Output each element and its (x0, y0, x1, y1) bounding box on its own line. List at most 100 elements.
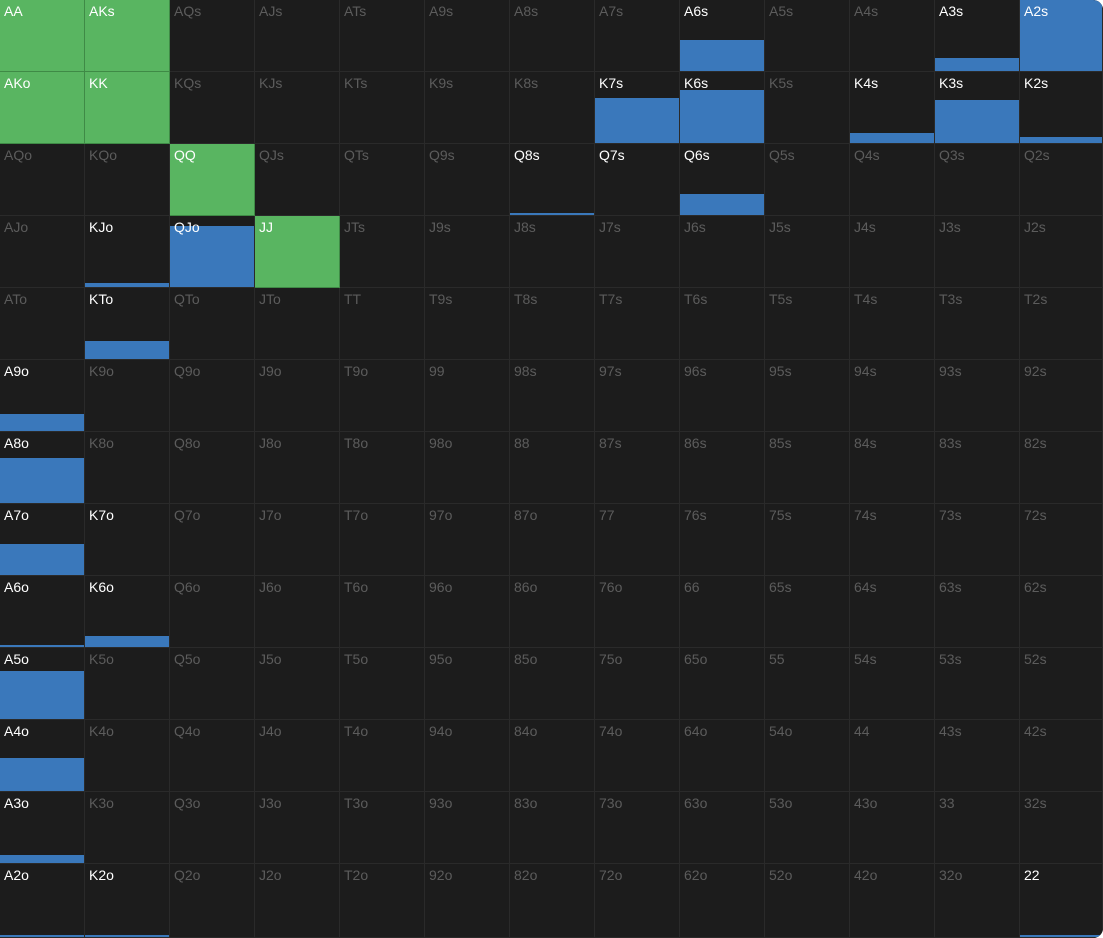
hand-cell-j8s[interactable]: J8s (510, 216, 595, 288)
hand-cell-a2s[interactable]: A2s (1020, 0, 1103, 72)
hand-cell-k9s[interactable]: K9s (425, 72, 510, 144)
hand-cell-k3s[interactable]: K3s (935, 72, 1020, 144)
hand-cell-q9o[interactable]: Q9o (170, 360, 255, 432)
hand-cell-kqo[interactable]: KQo (85, 144, 170, 216)
hand-cell-a9o[interactable]: A9o (0, 360, 85, 432)
hand-cell-93s[interactable]: 93s (935, 360, 1020, 432)
hand-cell-j6o[interactable]: J6o (255, 576, 340, 648)
hand-cell-aks[interactable]: AKs (85, 0, 170, 72)
hand-cell-t8s[interactable]: T8s (510, 288, 595, 360)
hand-cell-q3s[interactable]: Q3s (935, 144, 1020, 216)
hand-cell-jj[interactable]: JJ (255, 216, 340, 288)
hand-cell-a4s[interactable]: A4s (850, 0, 935, 72)
hand-cell-a4o[interactable]: A4o (0, 720, 85, 792)
hand-cell-t9o[interactable]: T9o (340, 360, 425, 432)
hand-cell-84o[interactable]: 84o (510, 720, 595, 792)
hand-cell-tt[interactable]: TT (340, 288, 425, 360)
hand-cell-32o[interactable]: 32o (935, 864, 1020, 938)
hand-cell-j3o[interactable]: J3o (255, 792, 340, 864)
hand-cell-63o[interactable]: 63o (680, 792, 765, 864)
hand-cell-k4o[interactable]: K4o (85, 720, 170, 792)
hand-cell-k6s[interactable]: K6s (680, 72, 765, 144)
hand-cell-73s[interactable]: 73s (935, 504, 1020, 576)
hand-cell-a7o[interactable]: A7o (0, 504, 85, 576)
hand-cell-83o[interactable]: 83o (510, 792, 595, 864)
hand-cell-92o[interactable]: 92o (425, 864, 510, 938)
hand-cell-86o[interactable]: 86o (510, 576, 595, 648)
hand-cell-52s[interactable]: 52s (1020, 648, 1103, 720)
hand-cell-92s[interactable]: 92s (1020, 360, 1103, 432)
hand-cell-a8s[interactable]: A8s (510, 0, 595, 72)
hand-cell-44[interactable]: 44 (850, 720, 935, 792)
hand-cell-88[interactable]: 88 (510, 432, 595, 504)
hand-cell-k7s[interactable]: K7s (595, 72, 680, 144)
hand-cell-72s[interactable]: 72s (1020, 504, 1103, 576)
hand-cell-a7s[interactable]: A7s (595, 0, 680, 72)
hand-cell-76o[interactable]: 76o (595, 576, 680, 648)
hand-cell-ats[interactable]: ATs (340, 0, 425, 72)
hand-cell-a3o[interactable]: A3o (0, 792, 85, 864)
hand-cell-75s[interactable]: 75s (765, 504, 850, 576)
hand-cell-t6s[interactable]: T6s (680, 288, 765, 360)
hand-cell-q6o[interactable]: Q6o (170, 576, 255, 648)
hand-cell-t7s[interactable]: T7s (595, 288, 680, 360)
hand-cell-j7o[interactable]: J7o (255, 504, 340, 576)
hand-cell-87o[interactable]: 87o (510, 504, 595, 576)
hand-cell-kts[interactable]: KTs (340, 72, 425, 144)
hand-cell-95s[interactable]: 95s (765, 360, 850, 432)
hand-cell-85s[interactable]: 85s (765, 432, 850, 504)
hand-cell-a5o[interactable]: A5o (0, 648, 85, 720)
hand-cell-94o[interactable]: 94o (425, 720, 510, 792)
hand-cell-q2s[interactable]: Q2s (1020, 144, 1103, 216)
hand-cell-76s[interactable]: 76s (680, 504, 765, 576)
hand-cell-a6s[interactable]: A6s (680, 0, 765, 72)
hand-cell-65o[interactable]: 65o (680, 648, 765, 720)
hand-cell-97o[interactable]: 97o (425, 504, 510, 576)
hand-cell-k9o[interactable]: K9o (85, 360, 170, 432)
hand-cell-j9o[interactable]: J9o (255, 360, 340, 432)
hand-cell-j2o[interactable]: J2o (255, 864, 340, 938)
hand-cell-k8o[interactable]: K8o (85, 432, 170, 504)
hand-cell-63s[interactable]: 63s (935, 576, 1020, 648)
hand-cell-64s[interactable]: 64s (850, 576, 935, 648)
hand-cell-t2s[interactable]: T2s (1020, 288, 1103, 360)
hand-cell-k5s[interactable]: K5s (765, 72, 850, 144)
hand-cell-a3s[interactable]: A3s (935, 0, 1020, 72)
hand-cell-t8o[interactable]: T8o (340, 432, 425, 504)
hand-cell-j2s[interactable]: J2s (1020, 216, 1103, 288)
hand-cell-t3s[interactable]: T3s (935, 288, 1020, 360)
hand-cell-a5s[interactable]: A5s (765, 0, 850, 72)
hand-cell-75o[interactable]: 75o (595, 648, 680, 720)
hand-cell-t4s[interactable]: T4s (850, 288, 935, 360)
hand-cell-74s[interactable]: 74s (850, 504, 935, 576)
hand-cell-j4s[interactable]: J4s (850, 216, 935, 288)
hand-cell-qto[interactable]: QTo (170, 288, 255, 360)
hand-cell-93o[interactable]: 93o (425, 792, 510, 864)
hand-cell-82s[interactable]: 82s (1020, 432, 1103, 504)
hand-cell-53s[interactable]: 53s (935, 648, 1020, 720)
hand-cell-22[interactable]: 22 (1020, 864, 1103, 938)
hand-cell-32s[interactable]: 32s (1020, 792, 1103, 864)
hand-cell-a8o[interactable]: A8o (0, 432, 85, 504)
hand-cell-kk[interactable]: KK (85, 72, 170, 144)
hand-cell-t3o[interactable]: T3o (340, 792, 425, 864)
hand-cell-t9s[interactable]: T9s (425, 288, 510, 360)
hand-cell-t2o[interactable]: T2o (340, 864, 425, 938)
hand-cell-k7o[interactable]: K7o (85, 504, 170, 576)
hand-cell-kqs[interactable]: KQs (170, 72, 255, 144)
hand-cell-99[interactable]: 99 (425, 360, 510, 432)
hand-cell-42o[interactable]: 42o (850, 864, 935, 938)
hand-cell-ajo[interactable]: AJo (0, 216, 85, 288)
hand-cell-k6o[interactable]: K6o (85, 576, 170, 648)
hand-cell-43s[interactable]: 43s (935, 720, 1020, 792)
hand-cell-42s[interactable]: 42s (1020, 720, 1103, 792)
hand-cell-kto[interactable]: KTo (85, 288, 170, 360)
hand-cell-k5o[interactable]: K5o (85, 648, 170, 720)
hand-cell-k3o[interactable]: K3o (85, 792, 170, 864)
hand-cell-86s[interactable]: 86s (680, 432, 765, 504)
hand-cell-kjs[interactable]: KJs (255, 72, 340, 144)
hand-cell-k2o[interactable]: K2o (85, 864, 170, 938)
hand-cell-qjo[interactable]: QJo (170, 216, 255, 288)
hand-cell-74o[interactable]: 74o (595, 720, 680, 792)
hand-cell-kjo[interactable]: KJo (85, 216, 170, 288)
